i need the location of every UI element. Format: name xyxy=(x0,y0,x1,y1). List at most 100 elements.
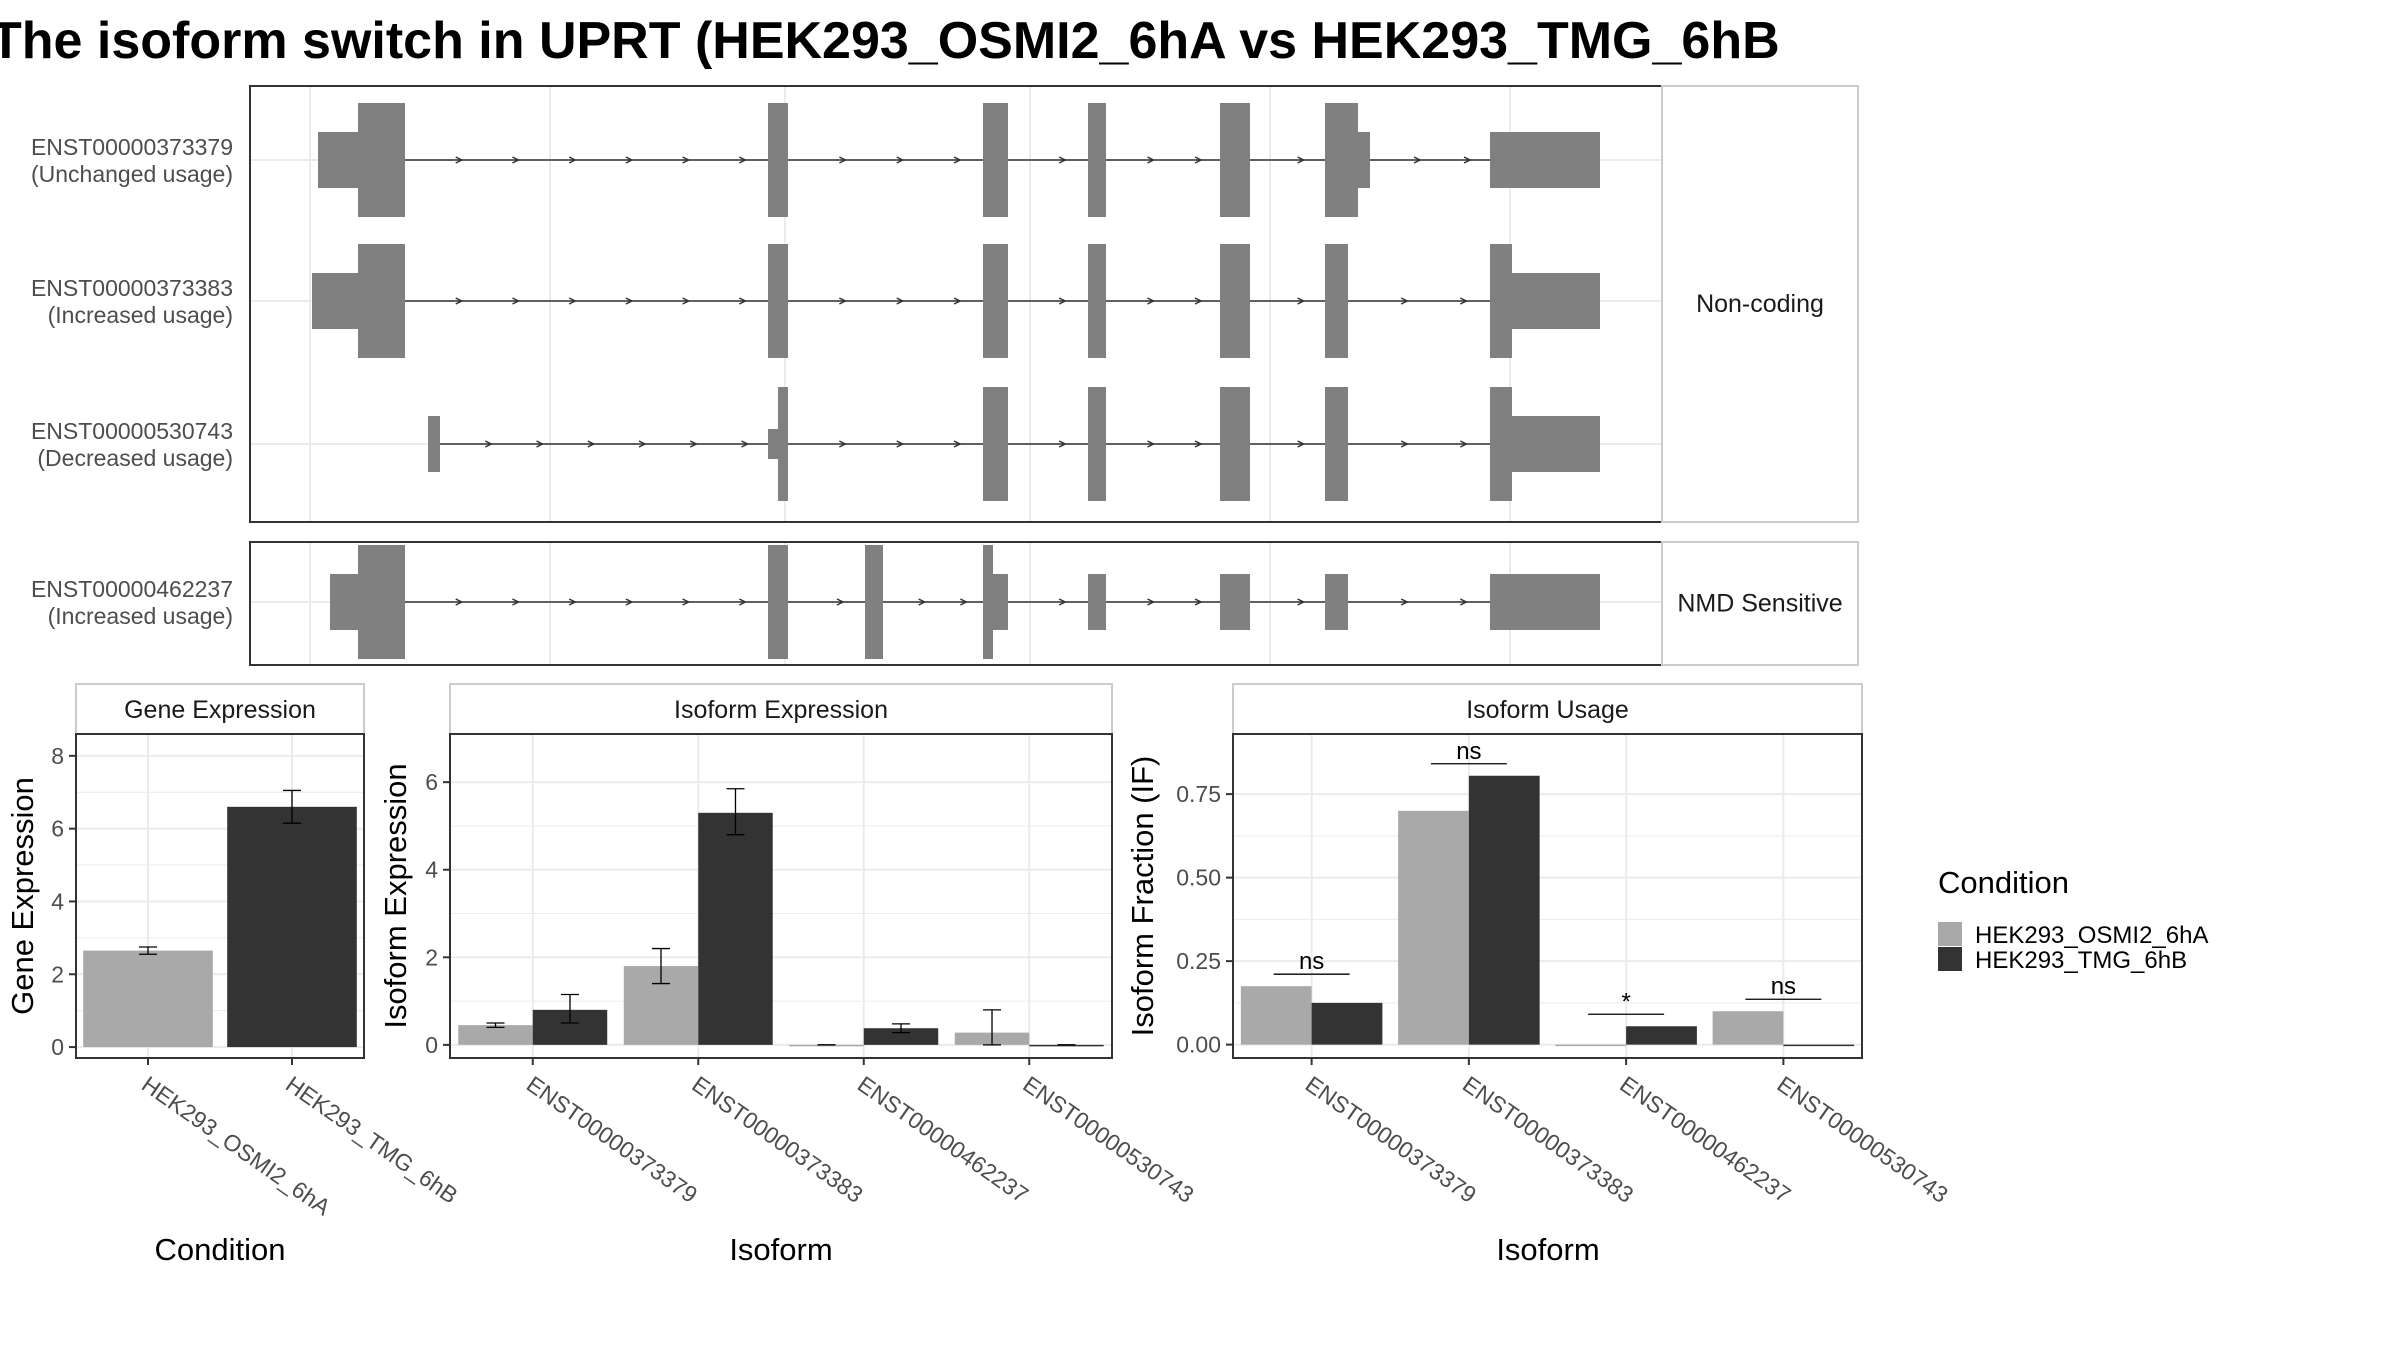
panel-strip xyxy=(75,683,365,735)
transcript-track: ENST00000530743(Decreased usage) xyxy=(31,387,1600,501)
strand-arrow xyxy=(455,297,464,305)
strand-arrow xyxy=(839,156,848,164)
strand-arrow xyxy=(455,156,464,164)
panel-title: Gene Expression xyxy=(124,696,316,724)
exon xyxy=(358,545,405,659)
transcript-group: ENST00000462237(Increased usage) NMD Sens… xyxy=(31,541,1859,666)
strand-arrow xyxy=(484,440,493,448)
exon xyxy=(1510,416,1600,472)
exon xyxy=(983,103,1008,217)
y-axis-title: Isoform Fraction (IF) xyxy=(1125,756,1160,1037)
exon xyxy=(1325,103,1358,217)
x-axis-title: Isoform xyxy=(1496,1232,1599,1267)
strand-arrow xyxy=(1459,297,1469,305)
strand-arrow xyxy=(1194,297,1203,305)
strand-arrow xyxy=(1194,598,1203,606)
bar xyxy=(1626,1026,1697,1045)
strand-arrow xyxy=(568,598,577,606)
transcript-plot-area xyxy=(250,86,1662,522)
exon xyxy=(992,574,1008,630)
bar xyxy=(863,1028,939,1045)
legend-entry-label: HEK293_TMG_6hB xyxy=(1975,947,2187,974)
strand-arrow xyxy=(1147,156,1156,164)
bar xyxy=(227,806,357,1048)
strand-arrow xyxy=(1400,598,1409,606)
y-tick-label: 0.00 xyxy=(1176,1032,1221,1058)
strand-arrow xyxy=(587,440,596,448)
y-tick-label: 6 xyxy=(51,816,64,842)
isoform-id-label: ENST00000373379 xyxy=(31,134,233,160)
strand-arrow xyxy=(682,297,691,305)
strand-arrow xyxy=(625,598,634,606)
exon xyxy=(1510,273,1600,329)
exon xyxy=(865,545,883,659)
bar xyxy=(1468,775,1540,1045)
strand-arrow xyxy=(1413,156,1422,164)
strand-arrow xyxy=(682,156,691,164)
plot-frame xyxy=(449,733,1113,1059)
strand-arrow xyxy=(738,598,747,606)
exon xyxy=(1325,244,1348,358)
panel-title: Isoform Usage xyxy=(1466,696,1629,724)
strand-arrow xyxy=(738,297,747,305)
bar xyxy=(789,1044,864,1047)
exon xyxy=(1088,244,1106,358)
bar xyxy=(1311,1002,1383,1045)
exon xyxy=(1490,244,1512,358)
plot-frame xyxy=(75,733,365,1059)
strand-arrow xyxy=(1463,156,1472,164)
exon xyxy=(1356,132,1370,188)
strand-arrow xyxy=(896,297,905,305)
bar xyxy=(458,1025,533,1045)
strand-arrow xyxy=(625,297,634,305)
x-axis-title: Condition xyxy=(155,1232,286,1267)
exon xyxy=(1220,103,1250,217)
strand-arrow xyxy=(918,598,927,606)
group-strip-label: NMD Sensitive xyxy=(1677,590,1842,618)
strand-arrow xyxy=(1147,297,1156,305)
y-tick-label: 2 xyxy=(51,961,64,987)
strand-arrow xyxy=(512,297,521,305)
x-axis-title: Isoform xyxy=(729,1232,832,1267)
exon xyxy=(358,103,405,217)
exon xyxy=(1490,574,1600,630)
isoform-usage-label: (Unchanged usage) xyxy=(31,161,233,187)
isoform-id-label: ENST00000373383 xyxy=(31,275,233,301)
group-strip-label: Non-coding xyxy=(1696,290,1824,318)
bar xyxy=(1783,1044,1855,1047)
significance-label: * xyxy=(1621,988,1630,1015)
transcript-track: ENST00000462237(Increased usage) xyxy=(31,545,1600,659)
bar xyxy=(83,950,213,1048)
chart-panel: Isoform Expression0246ENST00000373379ENS… xyxy=(378,683,1199,1267)
exon xyxy=(983,387,1008,501)
isoform-usage-label: (Increased usage) xyxy=(48,603,233,629)
plot-frame xyxy=(1232,733,1863,1059)
y-tick-label: 0.25 xyxy=(1176,948,1221,974)
transcript-track: ENST00000373379(Unchanged usage) xyxy=(31,103,1600,217)
isoform-usage-label: (Increased usage) xyxy=(48,302,233,328)
bar xyxy=(698,812,773,1045)
panel-strip xyxy=(449,683,1113,735)
strand-arrow xyxy=(568,297,577,305)
y-tick-label: 8 xyxy=(51,743,64,769)
strand-arrow xyxy=(896,156,905,164)
strand-arrow xyxy=(1400,440,1409,448)
strand-arrow xyxy=(1459,598,1469,606)
strand-arrow xyxy=(953,156,962,164)
y-axis-title: Isoform Expression xyxy=(378,763,413,1028)
transcript-structure-panel: ENST00000373379(Unchanged usage)ENST0000… xyxy=(31,85,1859,666)
y-tick-label: 0 xyxy=(51,1034,64,1060)
exon xyxy=(1088,574,1106,630)
legend-swatch xyxy=(1938,922,1962,946)
strand-arrow xyxy=(839,297,848,305)
bar xyxy=(1029,1044,1104,1047)
exon xyxy=(318,132,360,188)
strand-arrow xyxy=(1297,440,1306,448)
strand-arrow xyxy=(896,440,905,448)
isoform-id-label: ENST00000530743 xyxy=(31,418,233,444)
strand-arrow xyxy=(1147,598,1156,606)
strand-arrow xyxy=(1194,156,1203,164)
strand-arrow xyxy=(1297,598,1306,606)
strand-arrow xyxy=(1194,440,1203,448)
